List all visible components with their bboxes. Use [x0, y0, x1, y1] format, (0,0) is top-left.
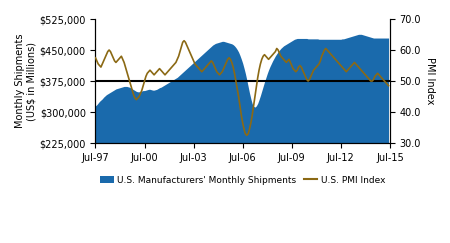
Legend: U.S. Manufacturers' Monthly Shipments, U.S. PMI Index: U.S. Manufacturers' Monthly Shipments, U…: [96, 172, 389, 188]
Y-axis label: Monthly Shipments
(US$ in Millions): Monthly Shipments (US$ in Millions): [15, 34, 36, 128]
Y-axis label: PMI Index: PMI Index: [425, 57, 435, 105]
